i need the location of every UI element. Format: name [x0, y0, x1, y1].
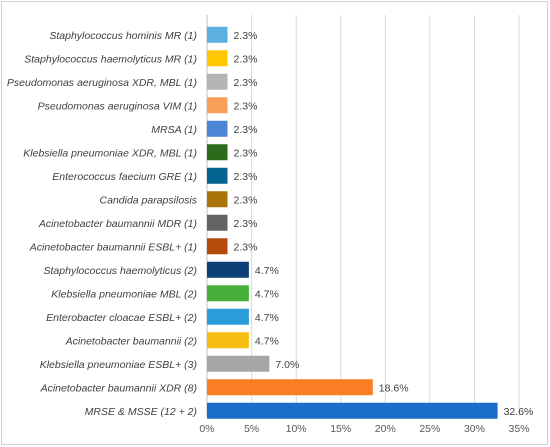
category-label: MRSE & MSSE (12 + 2): [85, 406, 197, 418]
value-label: 4.7%: [255, 312, 279, 324]
value-label: 2.3%: [234, 124, 258, 136]
bar: [207, 97, 228, 114]
category-label: Enterobacter cloacae ESBL+ (2): [46, 312, 197, 324]
value-label: 2.3%: [234, 194, 258, 206]
bar: [207, 355, 270, 372]
bar: [207, 308, 249, 325]
value-label: 4.7%: [255, 265, 279, 277]
value-label: 2.3%: [234, 218, 258, 230]
x-tick-label: 30%: [464, 423, 485, 435]
bar: [207, 144, 228, 161]
x-tick-label: 15%: [330, 423, 351, 435]
bar: [207, 120, 228, 137]
value-label: 2.3%: [234, 53, 258, 65]
x-tick-label: 25%: [419, 423, 440, 435]
category-label: Staphylococcus haemolyticus (2): [44, 265, 198, 277]
value-label: 2.3%: [234, 171, 258, 183]
x-tick-label: 35%: [508, 423, 529, 435]
value-label: 2.3%: [234, 30, 258, 42]
category-label: Enterococcus faecium GRE (1): [52, 171, 197, 183]
bar: [207, 402, 498, 419]
value-label: 2.3%: [234, 77, 258, 89]
category-label: Acinetobacter baumannii MDR (1): [38, 218, 197, 230]
category-label: Candida parapsilosis: [100, 194, 198, 206]
bar: [207, 73, 228, 90]
bar: [207, 167, 228, 184]
bar: [207, 50, 228, 67]
bar: [207, 238, 228, 255]
x-tick-label: 5%: [244, 423, 259, 435]
category-label: Klebsiella pneumoniae ESBL+ (3): [40, 359, 197, 371]
value-label: 2.3%: [234, 147, 258, 159]
category-label: MRSA (1): [151, 124, 197, 136]
category-label: Pseudomonas aeruginosa XDR, MBL (1): [7, 77, 197, 89]
value-label: 4.7%: [255, 288, 279, 300]
bar: [207, 285, 249, 302]
value-label: 2.3%: [234, 100, 258, 112]
x-tick-label: 0%: [199, 423, 214, 435]
category-label: Acinetobacter baumannii XDR (8): [40, 382, 197, 394]
category-label: Klebsiella pneumoniae MBL (2): [51, 288, 197, 300]
bar: [207, 26, 228, 43]
category-label: Pseudomonas aeruginosa VIM (1): [38, 100, 197, 112]
x-tick-label: 20%: [375, 423, 396, 435]
category-label: Staphylococcus hominis MR (1): [49, 30, 197, 42]
value-label: 18.6%: [379, 382, 409, 394]
category-label: Klebsiella pneumoniae XDR, MBL (1): [23, 147, 197, 159]
category-label: Staphylococcus haemolyticus MR (1): [24, 53, 197, 65]
value-label: 7.0%: [275, 359, 299, 371]
bar: [207, 332, 249, 349]
bar: [207, 379, 373, 396]
bar: [207, 191, 228, 208]
bar: [207, 214, 228, 231]
value-label: 32.6%: [504, 406, 534, 418]
category-label: Acinetobacter baumannii ESBL+ (1): [29, 241, 197, 253]
x-tick-label: 10%: [286, 423, 307, 435]
value-label: 2.3%: [234, 241, 258, 253]
value-label: 4.7%: [255, 335, 279, 347]
category-label: Acinetobacter baumannii (2): [65, 335, 197, 347]
bar: [207, 261, 249, 278]
